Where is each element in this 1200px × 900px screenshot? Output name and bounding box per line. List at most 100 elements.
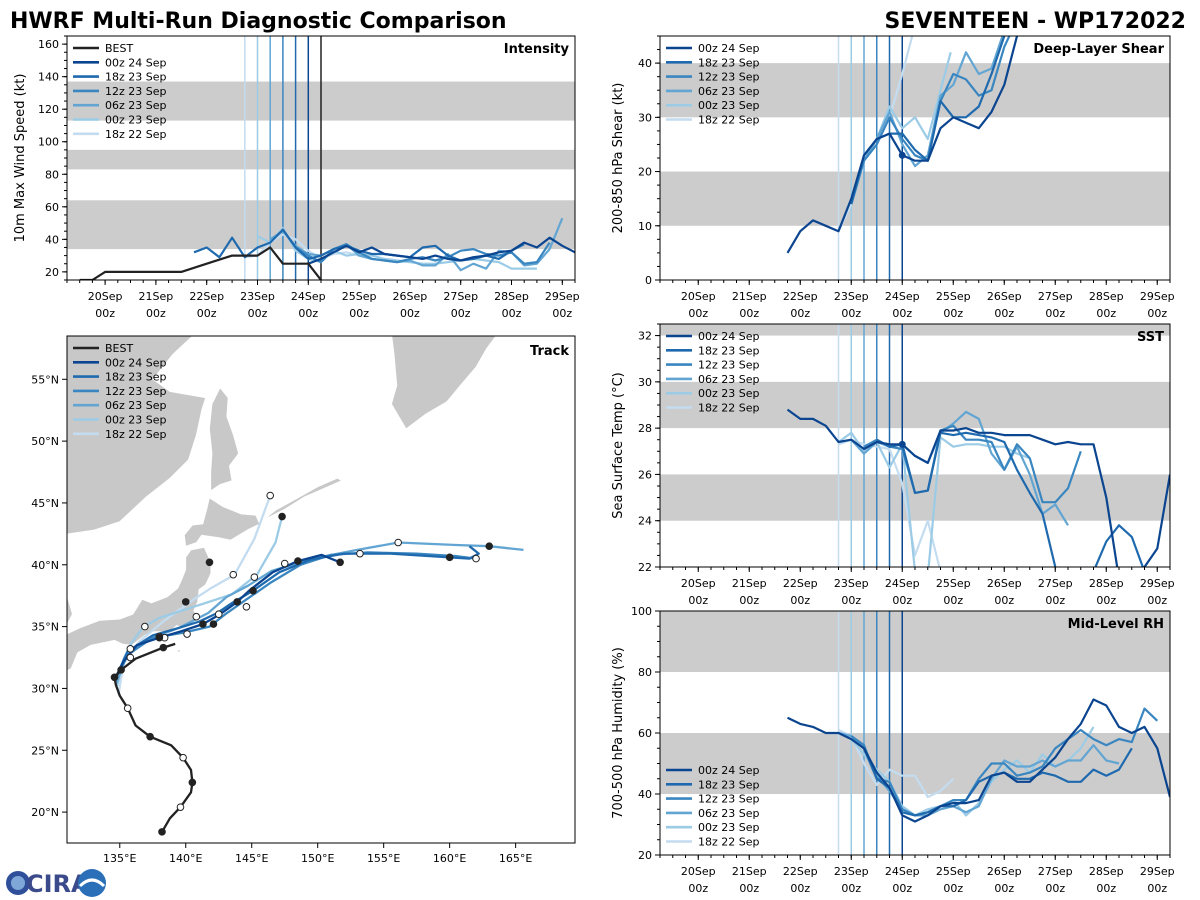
shear-title: Deep-Layer Shear bbox=[1033, 42, 1164, 57]
sst-xtick-day: 24Sep bbox=[885, 577, 920, 590]
track-point-00z-24-sep bbox=[336, 558, 344, 567]
intensity-ytick-label: 60 bbox=[45, 201, 59, 214]
intensity-ytick-label: 120 bbox=[38, 103, 59, 116]
shear-xtick-hour: 00z bbox=[892, 307, 912, 320]
track-panel: 135°E 140°E 145°E 150°E 155°E 160°E 165°E 20°N 2… bbox=[31, 335, 576, 865]
rh-legend-label: 00z 23 Sep bbox=[698, 821, 760, 834]
intensity-legend-label: 00z 23 Sep bbox=[105, 114, 167, 127]
sst-legend-label: 18z 22 Sep bbox=[698, 402, 760, 415]
rh-xtick-hour: 00z bbox=[1096, 882, 1116, 895]
sst-xtick-hour: 00z bbox=[841, 594, 861, 607]
rh-ytick-label: 100 bbox=[631, 605, 652, 618]
rh-xtick-hour: 00z bbox=[841, 882, 861, 895]
intensity-legend-label: 00z 24 Sep bbox=[105, 56, 167, 69]
sst-band bbox=[660, 324, 1170, 336]
rh-xtick-hour: 00z bbox=[892, 882, 912, 895]
rh-xtick-day: 24Sep bbox=[885, 865, 920, 878]
sst-ytick-label: 28 bbox=[638, 422, 652, 435]
sst-xtick-day: 25Sep bbox=[936, 577, 971, 590]
intensity-legend-label: 18z 22 Sep bbox=[105, 128, 167, 141]
sst-xtick-hour: 00z bbox=[892, 594, 912, 607]
shear-legend-label: 00z 23 Sep bbox=[698, 99, 760, 112]
land-shape bbox=[67, 595, 73, 625]
rh-ytick-label: 80 bbox=[638, 666, 652, 679]
track-point-18z-23-sep bbox=[209, 620, 218, 628]
sst-xtick-day: 26Sep bbox=[987, 577, 1022, 590]
shear-xtick-hour: 00z bbox=[688, 307, 708, 320]
track-point-best bbox=[146, 732, 154, 741]
intensity-xtick-day: 21Sep bbox=[139, 290, 174, 303]
sst-xtick-day: 27Sep bbox=[1038, 577, 1073, 590]
intensity-ylabel: 10m Max Wind Speed (kt) bbox=[13, 74, 28, 243]
track-point-00z-24-sep bbox=[155, 633, 164, 642]
intensity-xtick-hour: 00z bbox=[197, 307, 217, 320]
rh-legend-label: 06z 23 Sep bbox=[698, 807, 760, 820]
sst-xtick-hour: 00z bbox=[1147, 594, 1167, 607]
track-xtick-label: 155°E bbox=[367, 852, 400, 865]
track-legend-label: 00z 24 Sep bbox=[105, 356, 167, 369]
rh-xtick-hour: 00z bbox=[1147, 882, 1167, 895]
land-shape bbox=[67, 547, 212, 671]
track-point-00z-24-sep bbox=[294, 557, 302, 565]
shear-ytick-label: 40 bbox=[638, 57, 652, 70]
track-ytick-label: 55°N bbox=[31, 373, 59, 386]
track-point-best bbox=[117, 666, 125, 674]
sst-panel: 22 24 26 28 30 32 20Sep 00z 21Sep 00z 22Sep 00z 23Se… bbox=[611, 323, 1175, 607]
sst-data bbox=[786, 324, 1170, 567]
shear-xtick-hour: 00z bbox=[841, 307, 861, 320]
track-ytick-label: 30°N bbox=[31, 682, 59, 695]
track-point-00z-23-sep bbox=[192, 612, 201, 621]
shear-panel: 0 10 20 30 40 20Sep 00z 21Sep 00z 22Sep 00z 23Sep 00… bbox=[611, 35, 1175, 320]
sst-ytick-label: 22 bbox=[638, 561, 652, 574]
shear-legend-label: 06z 23 Sep bbox=[698, 85, 760, 98]
shear-xtick-day: 24Sep bbox=[885, 290, 920, 303]
shear-legend-label: 12z 23 Sep bbox=[698, 71, 760, 84]
rh-ylabel: 700-500 hPa Humidity (%) bbox=[611, 647, 626, 819]
track-point-best bbox=[179, 753, 187, 762]
intensity-data bbox=[79, 36, 575, 280]
intensity-series-00z-24-sep bbox=[307, 236, 575, 265]
sst-ytick-label: 30 bbox=[638, 376, 652, 389]
shear-legend-label: 18z 22 Sep bbox=[698, 114, 760, 127]
track-title: Track bbox=[530, 344, 569, 359]
track-ytick-label: 45°N bbox=[31, 497, 59, 510]
track-point-best bbox=[158, 828, 166, 836]
shear-band bbox=[660, 171, 1170, 226]
rh-xtick-day: 20Sep bbox=[681, 865, 716, 878]
intensity-series-18z-22-sep bbox=[244, 233, 373, 260]
track-point-18z-22-sep bbox=[229, 570, 238, 579]
sst-analysis-point bbox=[898, 440, 906, 448]
shear-xtick-hour: 00z bbox=[790, 307, 810, 320]
rh-xtick-hour: 00z bbox=[994, 882, 1014, 895]
track-xtick-label: 160°E bbox=[433, 852, 466, 865]
rh-data bbox=[787, 611, 1170, 855]
sst-legend-label: 06z 23 Sep bbox=[698, 373, 760, 386]
sst-xtick-hour: 00z bbox=[790, 594, 810, 607]
sst-series-12z-23-sep bbox=[863, 424, 1082, 504]
intensity-xtick-hour: 00z bbox=[349, 307, 369, 320]
track-ytick-label: 20°N bbox=[31, 806, 59, 819]
shear-xtick-day: 21Sep bbox=[732, 290, 767, 303]
track-ytick-label: 25°N bbox=[31, 744, 59, 757]
shear-xtick-day: 22Sep bbox=[783, 290, 818, 303]
intensity-legend-label: 18z 23 Sep bbox=[105, 71, 167, 84]
intensity-xtick-day: 27Sep bbox=[443, 290, 478, 303]
rh-legend-label: 18z 22 Sep bbox=[698, 836, 760, 849]
intensity-xtick-day: 25Sep bbox=[342, 290, 377, 303]
track-point-18z-22-sep bbox=[266, 491, 275, 500]
track-point-best bbox=[159, 643, 168, 652]
land-shape bbox=[67, 336, 206, 535]
cira-logo: CIRA bbox=[6, 869, 106, 898]
sst-band bbox=[660, 381, 1170, 429]
shear-analysis-point bbox=[898, 151, 906, 159]
rh-xtick-hour: 00z bbox=[790, 882, 810, 895]
rh-xtick-hour: 00z bbox=[1045, 882, 1065, 895]
rh-xtick-day: 26Sep bbox=[987, 865, 1022, 878]
storm-id-title: SEVENTEEN - WP172022 bbox=[884, 9, 1186, 34]
shear-ytick-label: 0 bbox=[645, 274, 652, 287]
shear-legend-label: 00z 24 Sep bbox=[698, 42, 760, 55]
figure-title: HWRF Multi-Run Diagnostic Comparison bbox=[10, 9, 507, 34]
track-point-best bbox=[176, 803, 185, 811]
sst-ytick-label: 26 bbox=[638, 468, 652, 481]
shear-xtick-hour: 00z bbox=[1096, 307, 1116, 320]
